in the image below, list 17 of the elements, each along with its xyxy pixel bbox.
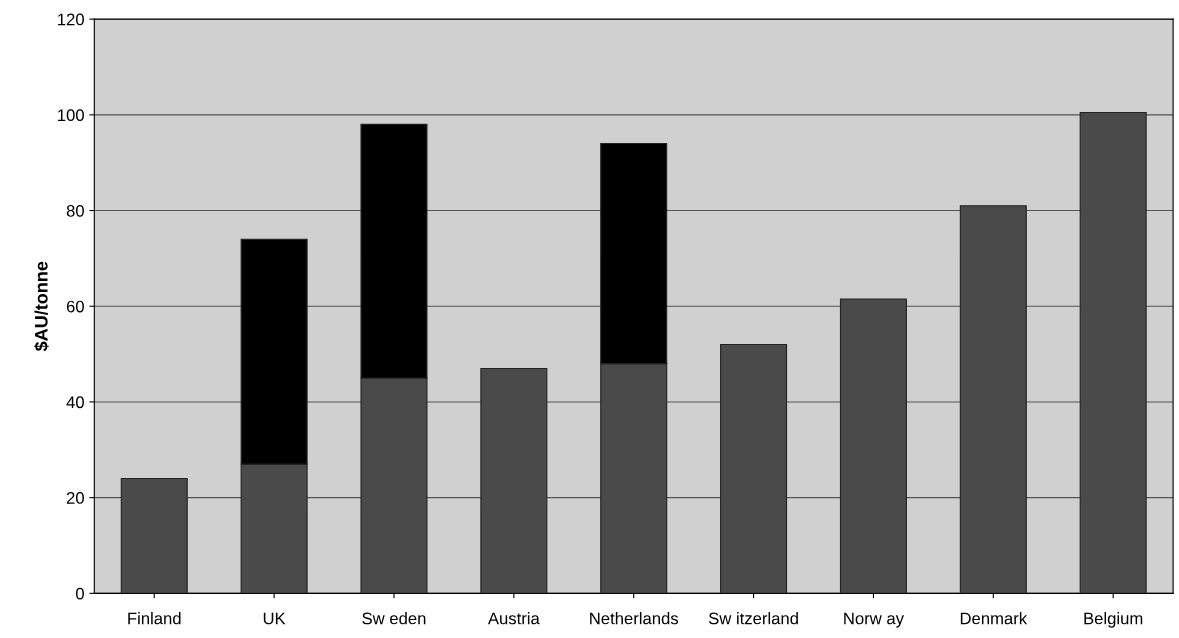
y-tick-label: 100 — [58, 109, 84, 122]
x-tick-label: Sw itzerland — [708, 612, 798, 625]
x-tick-label: Finland — [128, 612, 181, 625]
y-tick-label: 0 — [75, 587, 84, 600]
y-axis-title: $AU/tonne — [34, 261, 49, 352]
x-tick-label: Austria — [487, 612, 540, 625]
x-tick-label: Norw ay — [844, 612, 904, 628]
x-tick-label: Netherlands — [590, 612, 679, 625]
x-tick-label: Belgium — [1084, 612, 1143, 628]
x-tick-label: Denmark — [960, 612, 1028, 625]
y-tick-label: 40 — [66, 396, 84, 409]
x-tick-label: UK — [263, 612, 286, 625]
y-tick-label: 60 — [66, 300, 84, 313]
y-tick-label: 80 — [66, 204, 84, 217]
x-tick-label: Sw eden — [362, 612, 426, 625]
y-tick-label: 20 — [66, 492, 84, 504]
y-tick-label: 120 — [58, 13, 84, 26]
